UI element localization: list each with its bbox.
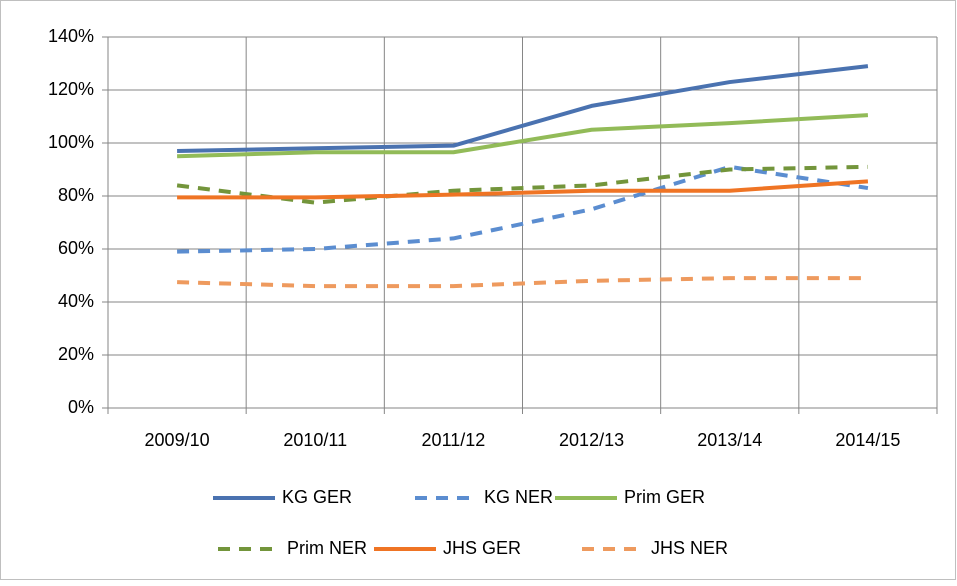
x-tick-label: 2012/13 [559,430,624,450]
x-tick-label: 2013/14 [697,430,762,450]
y-tick-label: 140% [48,26,94,46]
x-tick-label: 2014/15 [835,430,900,450]
x-tick-label: 2010/11 [283,430,347,450]
series-line [177,164,869,254]
y-tick-label: 120% [48,79,94,99]
x-tick-label: 2011/12 [422,430,486,450]
legend-label: Prim NER [287,538,367,558]
series-line [176,164,868,205]
y-tick-label: 0% [68,397,94,417]
series-line [177,113,869,159]
x-tick-label: 2009/10 [145,430,210,450]
legend-label: KG NER [484,487,553,507]
series-line [177,276,868,289]
series-line [177,179,869,200]
legend-label: JHS GER [443,538,521,558]
series-line [177,64,869,153]
y-tick-label: 60% [58,238,94,258]
y-tick-label: 20% [58,344,94,364]
y-tick-label: 100% [48,132,94,152]
y-tick-label: 40% [58,291,94,311]
legend-label: KG GER [282,487,352,507]
legend-label: JHS NER [651,538,728,558]
y-tick-label: 80% [58,185,94,205]
legend-label: Prim GER [624,487,705,507]
